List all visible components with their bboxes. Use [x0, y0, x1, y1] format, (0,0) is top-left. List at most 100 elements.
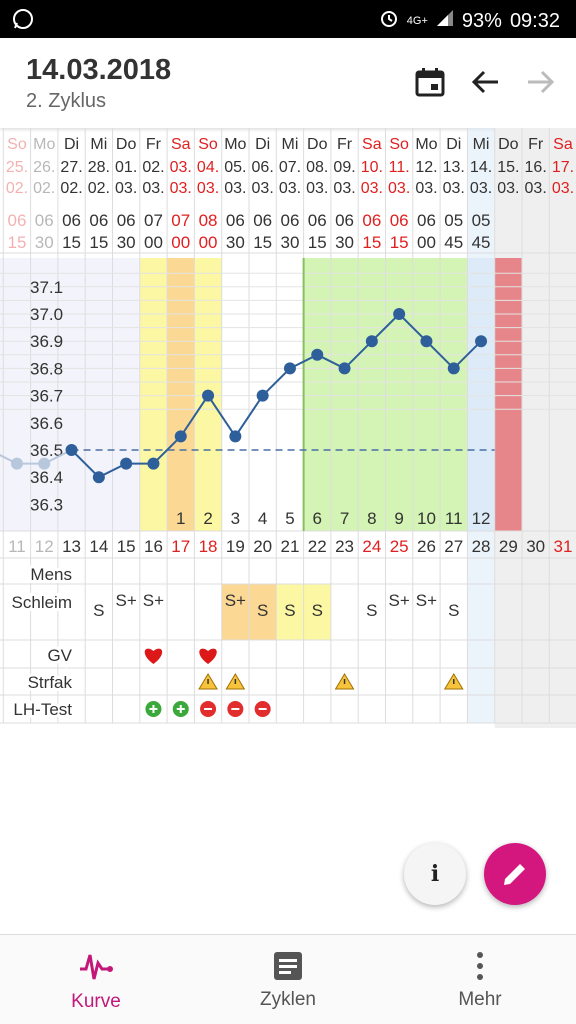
cycle-day-number: 15	[117, 537, 136, 556]
cycle-day-number: 13	[62, 537, 81, 556]
cycle-day-number: 29	[499, 537, 518, 556]
day-label: 16.	[525, 159, 547, 176]
status-bar: 4G+ 93% 09:32	[0, 0, 576, 38]
temperature-point[interactable]	[311, 348, 324, 361]
month-label: 03.	[224, 180, 246, 197]
temperature-point[interactable]	[92, 471, 105, 484]
temperature-point[interactable]	[256, 389, 269, 402]
weekday-label: Do	[116, 136, 137, 153]
day-label: 15.	[497, 159, 519, 176]
calendar-icon[interactable]	[410, 62, 450, 102]
schleim-highlight	[221, 584, 249, 640]
temperature-point[interactable]	[338, 362, 351, 375]
temperature-point[interactable]	[38, 457, 51, 470]
weekday-label: Mi	[473, 136, 490, 153]
time-minute: 30	[226, 233, 245, 252]
cycle-day-number: 17	[171, 537, 190, 556]
phase-column	[167, 258, 195, 531]
nav-more[interactable]: Mehr	[384, 935, 576, 1024]
high-phase-number: 3	[231, 509, 240, 528]
month-label: 03.	[525, 180, 547, 197]
cycle-day-number: 24	[362, 537, 381, 556]
temperature-point[interactable]	[393, 308, 406, 320]
nav-cycles[interactable]: Zyklen	[192, 935, 384, 1024]
temperature-point[interactable]	[10, 457, 23, 470]
high-phase-number: 1	[176, 509, 185, 528]
time-minute: 30	[335, 233, 354, 252]
temperature-point[interactable]	[120, 457, 133, 470]
info-button[interactable]: i	[404, 843, 466, 905]
row-label: GV	[47, 646, 72, 665]
time-hour: 06	[308, 211, 327, 230]
arrow-forward-icon[interactable]	[520, 62, 560, 102]
month-label: 03.	[552, 180, 574, 197]
y-tick-label: 36.8	[30, 359, 63, 378]
row-label: Mens	[30, 565, 72, 584]
month-label: 03.	[333, 180, 355, 197]
row-label: Strfak	[28, 673, 73, 692]
cycle-day-number: 26	[417, 537, 436, 556]
temperature-point[interactable]	[283, 362, 296, 375]
cycle-day-number: 19	[226, 537, 245, 556]
alarm-icon	[379, 8, 399, 34]
temperature-point[interactable]	[365, 335, 378, 348]
nav-curve-label: Kurve	[71, 991, 121, 1012]
weekday-label: So	[198, 136, 218, 153]
time-hour: 08	[199, 211, 218, 230]
cycle-chart[interactable]: Sa24.02.0645So25.02.0615Mo26.02.0630Di27…	[0, 128, 576, 728]
y-tick-label: 36.6	[30, 414, 63, 433]
phase-column	[440, 258, 468, 531]
day-label: 04.	[197, 159, 219, 176]
high-phase-number: 7	[340, 509, 349, 528]
time-hour: 05	[444, 211, 463, 230]
day-label: 01.	[115, 159, 137, 176]
nav-curve[interactable]: Kurve	[0, 935, 192, 1024]
temperature-point[interactable]	[65, 444, 78, 456]
y-tick-label: 36.3	[30, 495, 63, 514]
phase-column	[330, 258, 359, 531]
temperature-point[interactable]	[229, 430, 242, 443]
row-label: LH-Test	[13, 700, 72, 719]
weekday-label: Mi	[282, 136, 299, 153]
month-label: 03.	[252, 180, 274, 197]
time-hour: 06	[117, 211, 136, 230]
time-hour: 06	[362, 211, 381, 230]
y-tick-label: 37.0	[30, 305, 63, 324]
more-icon	[477, 952, 483, 980]
temperature-point[interactable]	[475, 335, 488, 348]
month-label: 03.	[306, 180, 328, 197]
month-label: 02.	[60, 180, 82, 197]
time-hour: 06	[35, 211, 54, 230]
weekday-label: Sa	[362, 136, 382, 153]
cycle-day-number: 23	[335, 537, 354, 556]
month-label: 03.	[197, 180, 219, 197]
app-header: 14.03.2018 2. Zyklus	[0, 38, 576, 128]
phase-column	[358, 258, 386, 531]
day-label: 13.	[443, 159, 465, 176]
day-label: 14.	[470, 159, 492, 176]
month-label: 02.	[33, 180, 55, 197]
temperature-point[interactable]	[174, 430, 187, 443]
day-label: 12.	[415, 159, 437, 176]
weekday-label: So	[389, 136, 409, 153]
cycle-day-number: 16	[144, 537, 163, 556]
temperature-point[interactable]	[447, 362, 460, 375]
time-minute: 15	[308, 233, 327, 252]
arrow-back-icon[interactable]	[466, 62, 506, 102]
edit-button[interactable]	[484, 843, 546, 905]
high-phase-number: 12	[472, 509, 491, 528]
time-hour: 07	[171, 211, 190, 230]
month-label: 03.	[443, 180, 465, 197]
time-hour: 06	[7, 211, 26, 230]
temperature-point[interactable]	[420, 335, 433, 348]
cycle-day-number: 22	[308, 537, 327, 556]
schleim-value: S+	[416, 591, 437, 610]
time-minute: 30	[117, 233, 136, 252]
schleim-value: S	[366, 601, 377, 620]
month-label: 03.	[415, 180, 437, 197]
time-hour: 06	[226, 211, 245, 230]
temperature-point[interactable]	[147, 457, 160, 470]
temperature-point[interactable]	[202, 389, 215, 402]
y-tick-label: 36.9	[30, 332, 63, 351]
cycle-day-number: 30	[526, 537, 545, 556]
